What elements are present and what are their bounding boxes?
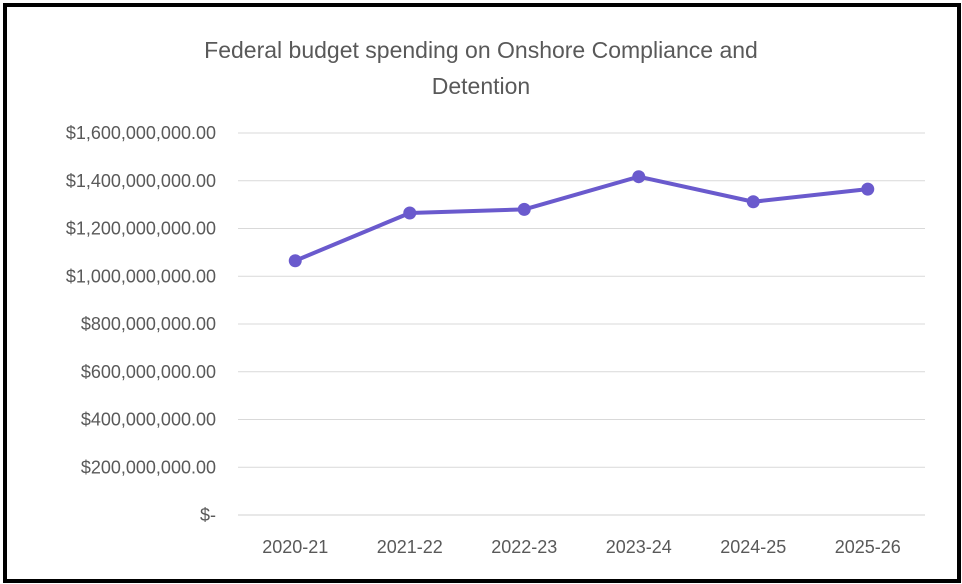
data-point	[403, 206, 417, 220]
x-tick-label: 2022-23	[491, 537, 557, 557]
y-tick-label: $1,200,000,000.00	[66, 219, 216, 239]
data-point	[517, 202, 531, 216]
y-tick-label: $200,000,000.00	[81, 457, 216, 477]
x-tick-label: 2020-21	[262, 537, 328, 557]
data-point	[632, 170, 646, 184]
data-point	[861, 182, 875, 196]
y-tick-label: $800,000,000.00	[81, 314, 216, 334]
data-point	[746, 195, 760, 209]
x-tick-label: 2025-26	[835, 537, 901, 557]
y-tick-label: $1,000,000,000.00	[66, 266, 216, 286]
x-tick-label: 2021-22	[377, 537, 443, 557]
y-tick-label: $600,000,000.00	[81, 362, 216, 382]
chart-title-wrap: Federal budget spending on Onshore Compl…	[0, 32, 962, 104]
y-tick-label: $1,400,000,000.00	[66, 171, 216, 191]
x-tick-label: 2024-25	[720, 537, 786, 557]
data-point	[288, 254, 302, 268]
x-tick-label: 2023-24	[606, 537, 672, 557]
y-tick-label: $-	[200, 505, 216, 525]
chart-frame	[3, 3, 961, 583]
chart-title: Federal budget spending on Onshore Compl…	[204, 37, 758, 99]
y-tick-label: $400,000,000.00	[81, 410, 216, 430]
y-tick-label: $1,600,000,000.00	[66, 123, 216, 143]
series-line	[293, 174, 870, 263]
